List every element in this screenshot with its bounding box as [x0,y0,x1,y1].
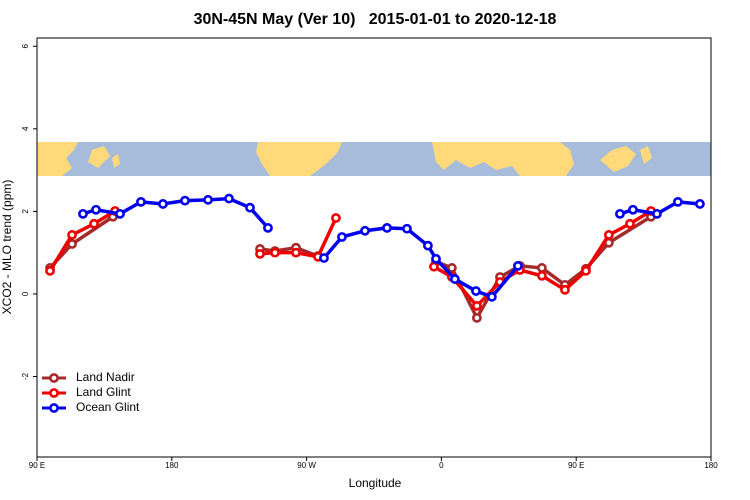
data-point [263,222,273,233]
data-point [158,199,168,209]
map-land [432,142,574,176]
plot-frame [36,37,712,458]
data-point [581,265,591,276]
y-tick-label: -2 [21,372,30,380]
data-point [255,248,265,259]
data-point [449,274,460,284]
legend-swatch-marker [49,403,59,413]
map-land [37,142,78,176]
data-point [331,213,341,223]
data-point [603,230,614,240]
y-tick-label: 0 [21,291,30,296]
data-point [471,286,481,296]
data-point [382,222,392,233]
data-point [360,225,370,236]
data-point [291,247,301,258]
x-tick-label: 180 [704,461,718,470]
data-point [615,208,625,219]
data-point [270,247,280,258]
data-point [431,253,441,264]
map-ocean [37,142,711,176]
y-axis-title: XCO2 - MLO trend (ppm) [0,180,14,315]
data-point [560,284,570,295]
legend-label: Land Nadir [76,370,135,384]
map-land [600,146,636,172]
data-point [203,194,213,205]
data-point [625,218,635,229]
map-land [88,146,110,168]
legend-swatch-marker [49,388,59,398]
x-tick-label: 0 [439,461,444,470]
y-tick-label: 4 [21,126,30,131]
data-point [446,263,457,273]
x-axis-title: Longitude [349,476,402,490]
series-line [82,196,701,299]
data-point [245,202,255,213]
data-point [78,208,88,219]
x-tick-label: 90 E [568,461,584,470]
x-tick-label: 90 W [297,461,316,470]
legend-label: Ocean Glint [76,400,140,414]
data-point [136,196,146,207]
x-tick-label: 90 E [29,461,45,470]
data-point [695,199,705,209]
x-tick-label: 180 [165,461,179,470]
data-point [45,265,55,276]
data-point [89,218,99,229]
data-point [423,240,433,251]
data-point [67,230,77,240]
data-point [672,196,683,207]
data-point [91,204,101,215]
data-point [471,301,482,311]
data-point [429,261,439,272]
legend-label: Land Glint [76,385,131,399]
data-point [537,270,547,281]
series-line [48,215,652,320]
data-point [471,312,482,323]
data-point [402,223,412,234]
data-point [486,291,497,302]
map-land [256,142,342,176]
y-tick-label: 2 [21,209,30,214]
data-point [513,260,523,271]
legend-swatch-marker [49,373,59,383]
data-point [628,204,638,215]
data-point [537,263,547,273]
map-land [112,154,120,168]
data-point [319,253,329,263]
data-point [115,208,125,219]
y-tick-label: 6 [21,43,30,48]
map-band [37,142,711,176]
data-point [180,195,190,206]
data-point [224,193,234,204]
data-point [652,208,662,219]
data-point [337,232,347,242]
chart-title: 30N-45N May (Ver 10) 2015-01-01 to 2020-… [194,11,557,28]
map-land [640,146,652,164]
